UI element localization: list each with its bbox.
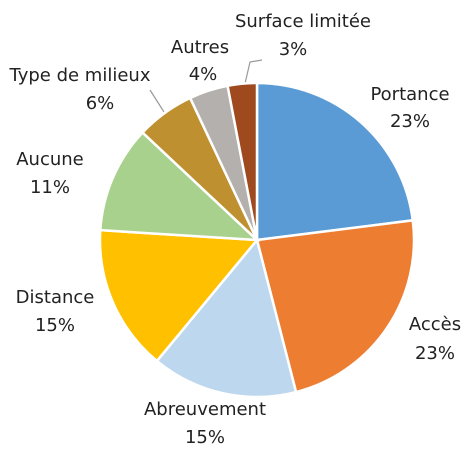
slice-value-label: 23% xyxy=(415,343,455,364)
slice-value-label: 11% xyxy=(30,177,70,198)
pie-slice xyxy=(98,228,260,363)
slice-label: Accès xyxy=(409,314,461,335)
slice-value-label: 3% xyxy=(279,39,308,60)
leader-line xyxy=(149,89,165,113)
pie-slice xyxy=(255,81,415,242)
pie-slice xyxy=(226,81,259,241)
slice-value-label: 23% xyxy=(390,111,430,132)
slice-label: Surface limitée xyxy=(235,11,371,32)
slice-value-label: 15% xyxy=(185,427,225,448)
slice-label: Type de milieux xyxy=(9,65,151,86)
slice-label: Autres xyxy=(171,37,229,58)
slice-label: Abreuvement xyxy=(144,399,266,420)
slice-label: Portance xyxy=(370,84,449,105)
pie-slice xyxy=(255,218,416,394)
slice-label: Distance xyxy=(16,287,95,308)
slice-value-label: 6% xyxy=(86,93,115,114)
pie-slice xyxy=(98,130,261,242)
slice-label: Aucune xyxy=(16,149,84,170)
leader-line xyxy=(243,59,263,89)
pie-slice xyxy=(155,237,298,399)
slice-value-label: 15% xyxy=(35,315,75,336)
slice-value-label: 4% xyxy=(189,64,218,85)
